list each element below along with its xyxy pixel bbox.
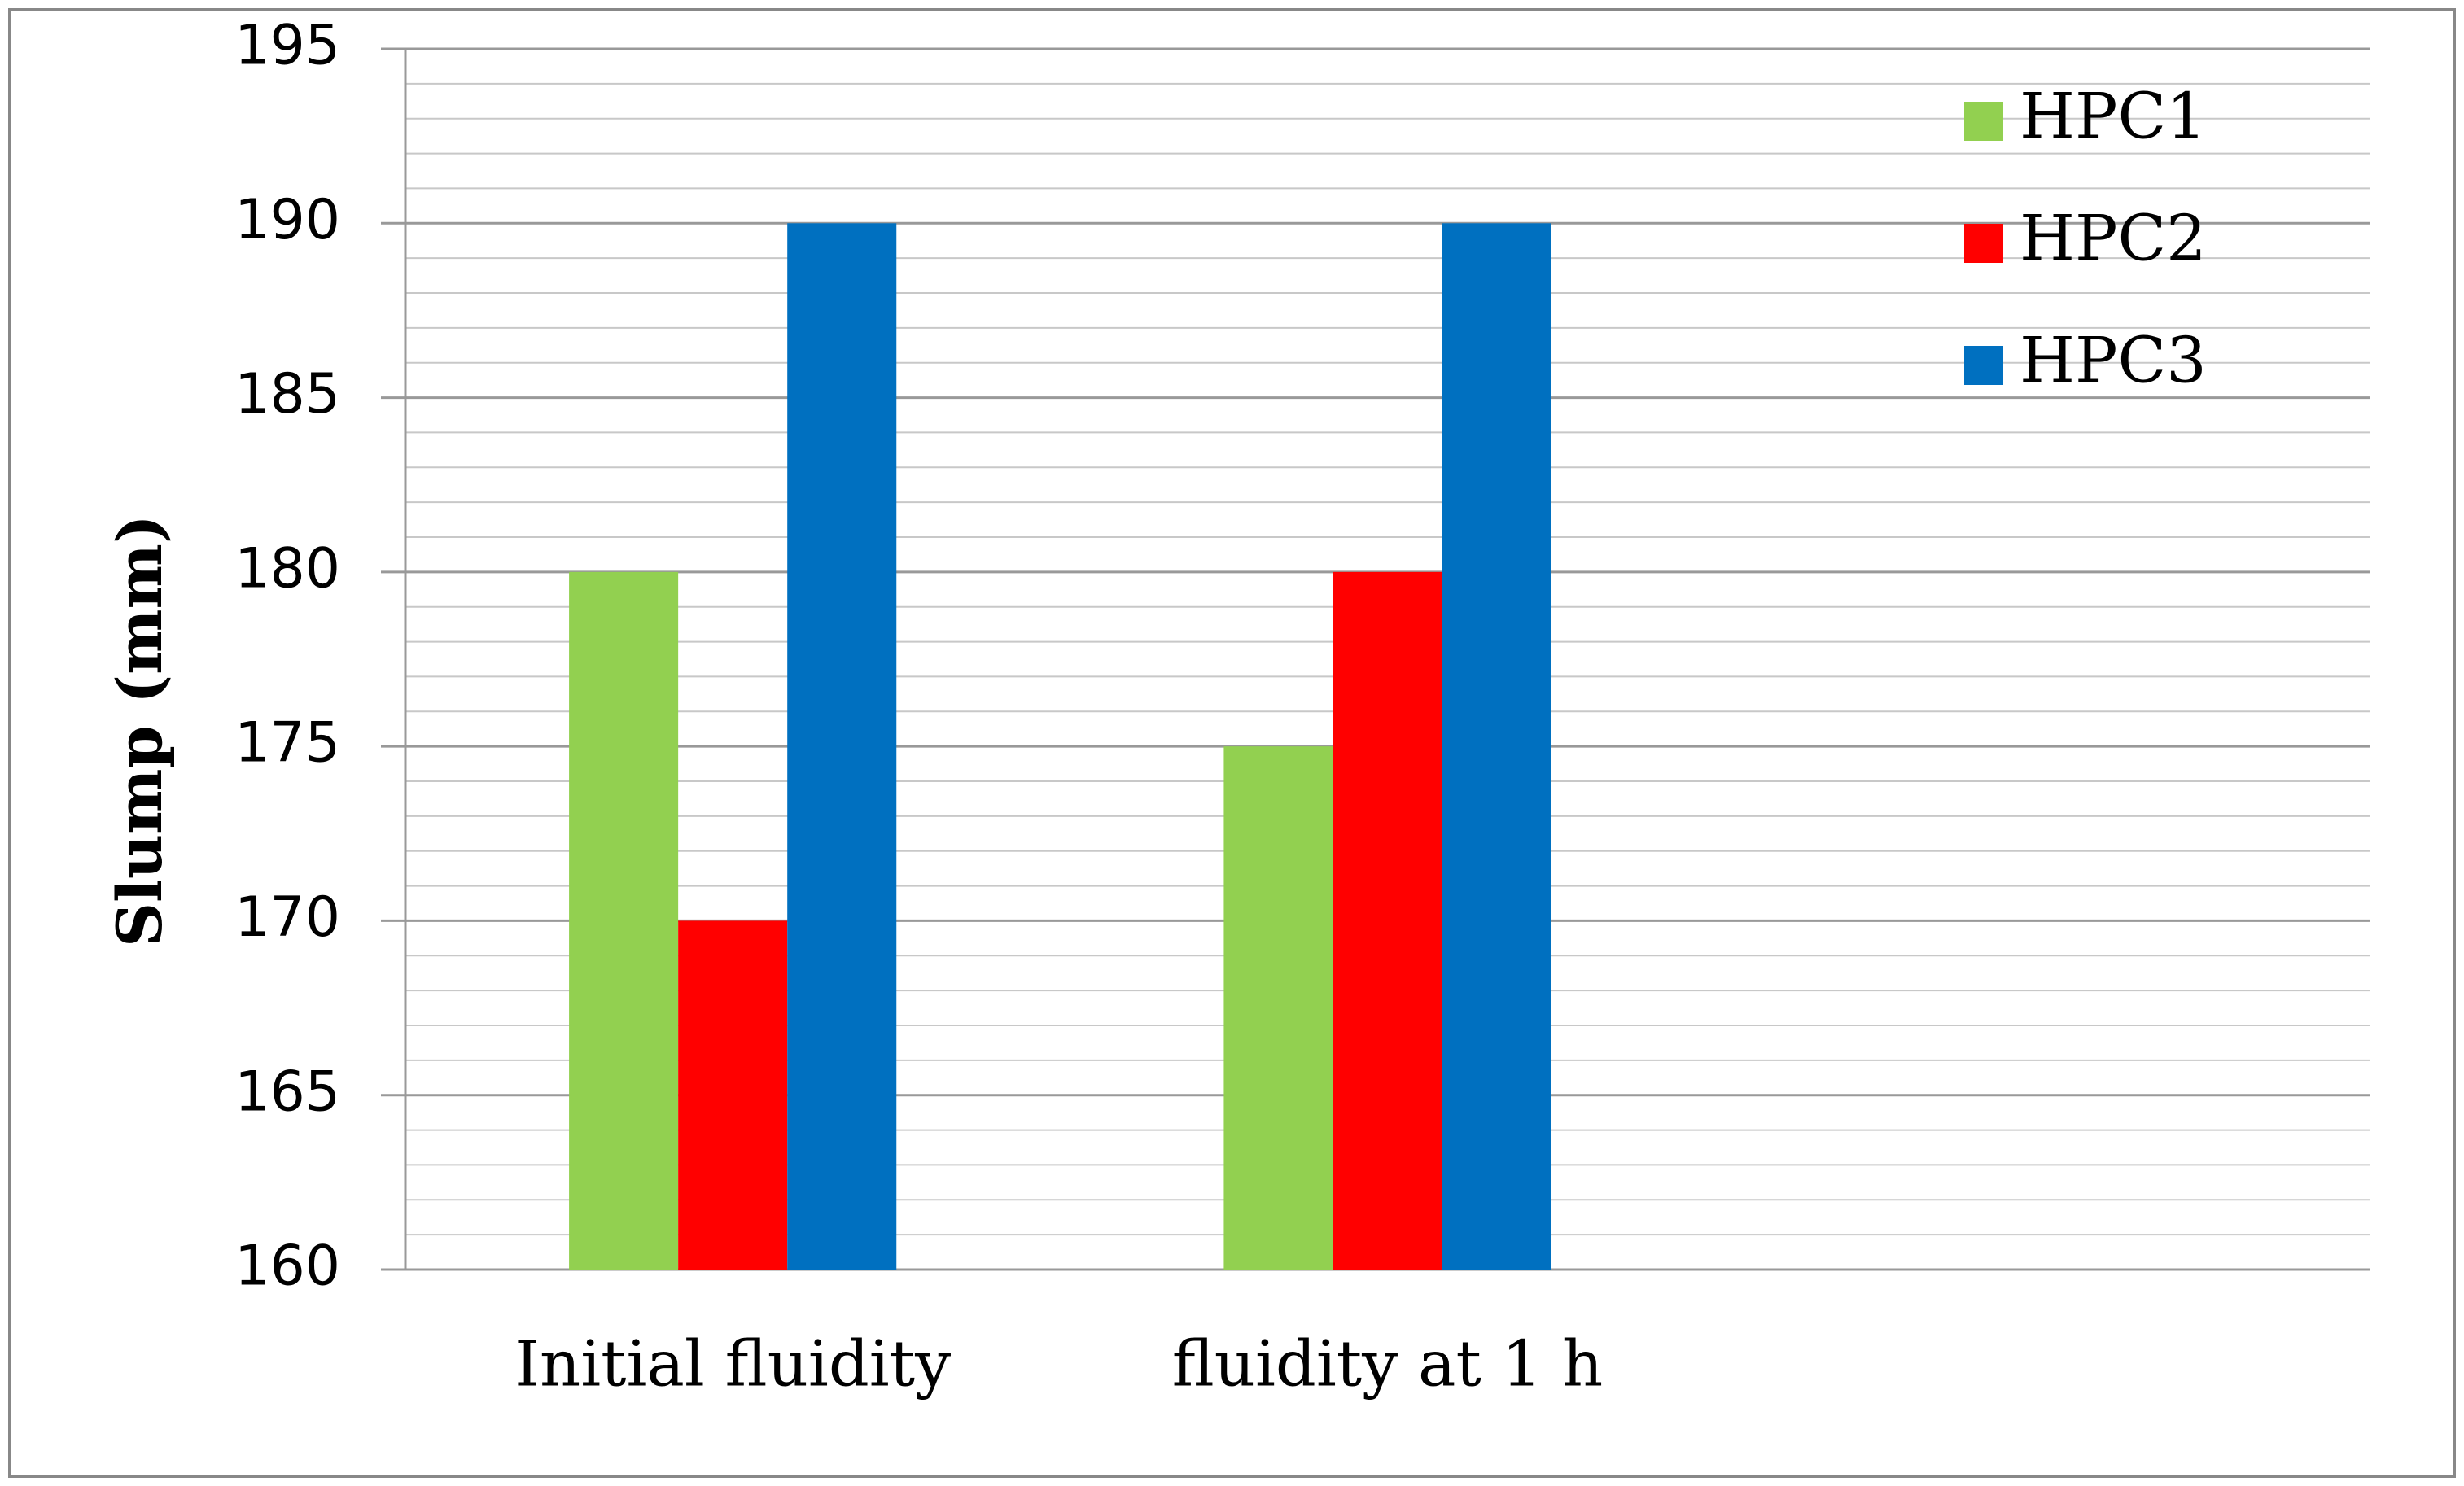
legend-swatch [1964,224,2003,263]
bar [678,920,788,1270]
x-tick-label: Initial fluidity [514,1328,951,1401]
bar [569,571,679,1270]
y-tick-label: 160 [234,1235,340,1299]
legend-label: HPC3 [2020,325,2207,398]
y-tick-label: 190 [234,188,340,252]
y-tick-label: 165 [234,1060,340,1124]
legend-label: HPC1 [2020,81,2207,154]
y-tick-label: 185 [234,362,340,426]
bar [1333,571,1442,1270]
y-tick-label: 195 [234,14,340,78]
legend-swatch [1964,102,2003,141]
y-axis-label: Slump (mm) [103,514,176,947]
bar [1442,223,1551,1270]
bar [1223,746,1333,1270]
y-tick-label: 175 [234,711,340,776]
bar [787,223,897,1270]
legend-swatch [1964,346,2003,385]
y-tick-label: 170 [234,885,340,950]
legend-label: HPC2 [2020,203,2207,276]
y-tick-label: 180 [234,536,340,601]
x-tick-label: fluidity at 1 h [1172,1328,1604,1401]
